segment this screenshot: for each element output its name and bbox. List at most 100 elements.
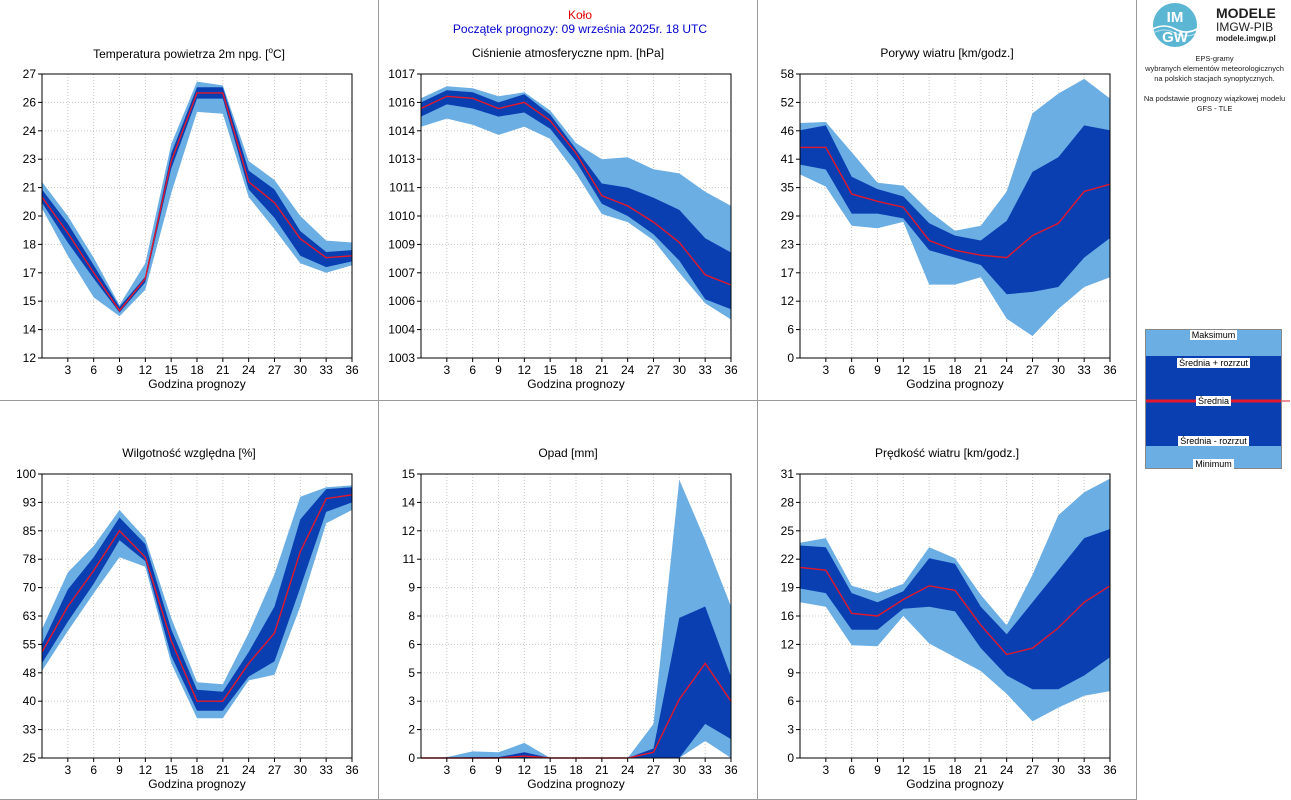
x-tick-label: 21 — [595, 363, 609, 377]
x-tick-label: 15 — [922, 763, 936, 777]
chart-title: Ciśnienie atmosferyczne npm. [hPa] — [471, 46, 665, 60]
x-tick-label: 18 — [190, 363, 204, 377]
x-tick-label: 27 — [647, 363, 661, 377]
y-tick-label: 93 — [23, 495, 37, 509]
x-tick-label: 15 — [164, 763, 178, 777]
series-spread-band — [421, 606, 731, 758]
y-tick-label: 22 — [781, 552, 795, 566]
description-line: na polskich stacjach synoptycznych. — [1154, 74, 1275, 83]
chart-wind-speed: Prędkość wiatru [km/godz.] 0 3 6 9 12 16 19 22 2… — [758, 401, 1136, 800]
x-tick-label: 36 — [345, 763, 359, 777]
x-tick-label: 33 — [698, 763, 712, 777]
sidebar: IM GW MODELE IMGW-PIB modele.imgw.pl EPS… — [1138, 0, 1291, 800]
y-tick-label: 1007 — [388, 266, 415, 280]
forecast-start: Początek prognozy: 09 września 2025r. 18… — [452, 22, 708, 36]
y-tick-label: 55 — [23, 637, 37, 651]
y-tick-label: 12 — [402, 524, 416, 538]
y-tick-label: 35 — [781, 181, 795, 195]
series-mean-line — [41, 92, 353, 312]
chart-pressure: Ciśnienie atmosferyczne npm. [hPa] 1003 1… — [379, 0, 757, 400]
y-tick-label: 0 — [787, 351, 794, 365]
x-tick-label: 12 — [518, 363, 532, 377]
series-mean-line — [41, 494, 353, 702]
x-tick-label: 27 — [268, 363, 282, 377]
y-tick-label: 21 — [23, 181, 37, 195]
x-tick-label: 15 — [543, 763, 557, 777]
x-tick-label: 27 — [268, 763, 282, 777]
x-tick-label: 24 — [1000, 763, 1014, 777]
x-tick-label: 9 — [116, 363, 123, 377]
y-tick-label: 1013 — [388, 152, 415, 166]
y-tick-label: 26 — [23, 95, 37, 109]
x-tick-label: 24 — [1000, 363, 1014, 377]
x-tick-label: 12 — [897, 763, 911, 777]
y-tick-label: 17 — [23, 266, 37, 280]
x-tick-label: 21 — [216, 763, 230, 777]
y-tick-label: 23 — [23, 152, 37, 166]
imgw-logo[interactable]: IM GW MODELE IMGW-PIB modele.imgw.pl — [1146, 2, 1286, 47]
y-tick-label: 23 — [781, 237, 795, 251]
y-tick-label: 15 — [402, 467, 416, 481]
x-tick-label: 3 — [443, 763, 450, 777]
y-tick-label: 27 — [23, 67, 37, 81]
chart-title: Porywy wiatru [km/godz.] — [880, 46, 1014, 60]
y-tick-label: 1009 — [388, 237, 415, 251]
y-tick-label: 52 — [781, 95, 795, 109]
y-tick-label: 6 — [787, 323, 794, 337]
x-tick-label: 18 — [190, 763, 204, 777]
logo-line-2: IMGW-PIB — [1216, 20, 1274, 34]
x-tick-label: 24 — [242, 363, 256, 377]
series-spread-band — [421, 90, 731, 310]
y-tick-label: 28 — [781, 495, 795, 509]
description-line: GFS - TLE — [1196, 104, 1233, 113]
y-tick-label: 5 — [408, 666, 415, 680]
station-name: Koło — [567, 8, 593, 22]
chart-svg: 1003 1004 1006 1007 1009 1010 1011 1013 1014 1016… — [388, 67, 738, 391]
y-tick-label: 1011 — [389, 181, 415, 195]
x-axis-label: Godzina prognozy — [906, 777, 1003, 791]
x-tick-label: 21 — [595, 763, 609, 777]
y-tick-label: 46 — [781, 124, 795, 138]
x-tick-label: 27 — [647, 763, 661, 777]
x-tick-label: 36 — [724, 363, 738, 377]
legend-mean-label: Średnia — [1195, 396, 1232, 406]
series-spread-band — [800, 529, 1110, 690]
y-tick-label: 33 — [23, 723, 37, 737]
y-tick-label: 25 — [781, 524, 795, 538]
y-tick-label: 6 — [787, 694, 794, 708]
y-tick-label: 3 — [408, 694, 415, 708]
x-tick-label: 18 — [948, 763, 962, 777]
x-tick-label: 12 — [139, 363, 153, 377]
y-tick-label: 1004 — [388, 323, 415, 337]
series-mean-line — [800, 146, 1111, 259]
chart-title: Wilgotność względna [%] — [122, 446, 256, 460]
x-tick-label: 36 — [1103, 763, 1117, 777]
x-tick-label: 30 — [1052, 763, 1066, 777]
description: EPS-gramy wybranych elementów meteorolog… — [1138, 54, 1291, 114]
logo-line-3[interactable]: modele.imgw.pl — [1216, 34, 1276, 43]
y-tick-label: 12 — [23, 351, 37, 365]
x-tick-label: 21 — [216, 363, 230, 377]
x-tick-label: 24 — [621, 763, 635, 777]
x-tick-label: 3 — [443, 363, 450, 377]
x-tick-label: 30 — [294, 363, 308, 377]
chart-gusts: Porywy wiatru [km/godz.] 0 6 12 17 23 29 35 41 4… — [758, 0, 1136, 400]
x-tick-label: 9 — [874, 763, 881, 777]
legend-max-label: Maksimum — [1189, 330, 1238, 340]
x-tick-label: 6 — [848, 763, 855, 777]
x-tick-label: 12 — [518, 763, 532, 777]
description-line — [1138, 84, 1291, 94]
x-axis-label: Godzina prognozy — [148, 377, 245, 391]
x-tick-label: 18 — [569, 763, 583, 777]
chart-title: Opad [mm] — [538, 446, 598, 460]
y-tick-label: 31 — [781, 467, 795, 481]
x-tick-label: 9 — [116, 763, 123, 777]
x-tick-label: 33 — [319, 363, 333, 377]
y-tick-label: 1017 — [388, 67, 415, 81]
y-tick-label: 9 — [787, 666, 794, 680]
y-tick-label: 29 — [781, 209, 795, 223]
x-tick-label: 3 — [822, 763, 829, 777]
series-mean-line — [799, 566, 1111, 656]
y-tick-label: 78 — [23, 552, 37, 566]
